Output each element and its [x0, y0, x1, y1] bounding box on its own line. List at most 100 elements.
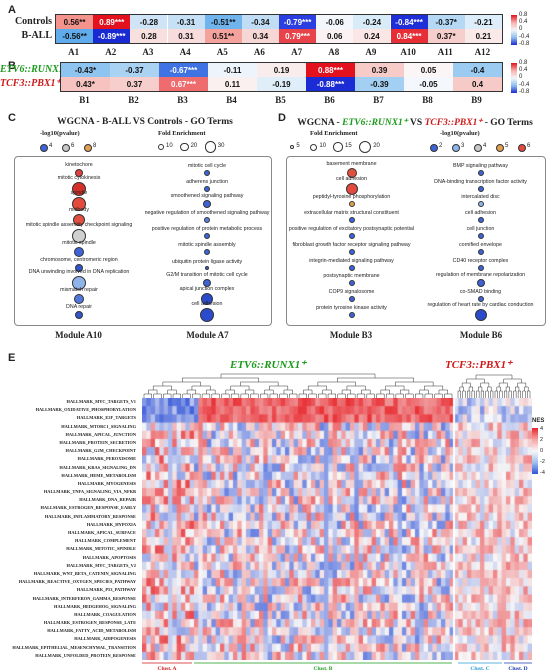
col-label: A10 [400, 47, 416, 57]
legend-label: 10 [166, 143, 173, 149]
legend-label: 5 [505, 143, 509, 149]
corr-cell: -0.43* [61, 63, 110, 77]
hallmark-label: HALLMARK_EPITHELIAL_MESENCHYMAL_TRANSITI… [12, 644, 136, 650]
hallmark-label: HALLMARK_E2F_TARGETS [76, 415, 136, 421]
term-label: apical junction complex [179, 286, 235, 293]
hallmark-label: HALLMARK_TNFA_SIGNALING_VIA_NFKB [43, 489, 136, 495]
legend-label: 30 [217, 143, 225, 149]
panel-c-label: C [8, 112, 16, 124]
legend-label: 3 [461, 143, 465, 149]
corr-cell: -0.67*** [159, 63, 208, 77]
bubble [477, 248, 484, 255]
term-label: COP9 signalosome [328, 289, 375, 296]
legend-circle [310, 143, 318, 151]
term-label: integrin-mediated signaling pathway [309, 257, 394, 264]
corr-cell: 0.34 [241, 29, 279, 43]
term-label: negative regulation of smoothened signal… [144, 210, 270, 217]
bubble [75, 310, 83, 319]
bubble [72, 181, 86, 196]
colorbar-tick: -0.4 [519, 33, 530, 40]
legend-tick: -2 [540, 459, 545, 465]
col-label: B7 [373, 95, 384, 105]
corr-cell: 0.06 [316, 29, 354, 43]
hallmark-label: HALLMARK_ADIPOGENESIS [74, 636, 136, 642]
bubble [203, 279, 211, 288]
col-label: A9 [365, 47, 377, 57]
term-label: cell junction [466, 225, 495, 232]
legend-label: 6 [527, 143, 531, 149]
hallmark-label: HALLMARK_P53_PATHWAY [76, 587, 136, 593]
bubble [74, 246, 84, 257]
corr-cell: -0.34 [241, 15, 279, 29]
legend-label: 20 [373, 143, 380, 149]
corr-cell: -0.19 [257, 77, 306, 91]
term-label: peptidyl-tyrosine phosphorylation [312, 194, 391, 201]
panel-e-cluster-bar: Clust. A Clust. B Clust. C Clust. D [142, 662, 532, 672]
corr-cell: -0.4 [453, 63, 502, 77]
col-label: A4 [179, 47, 191, 57]
colorbar-tick: 0.4 [519, 67, 528, 74]
col-label: B3 [177, 95, 188, 105]
term-label: kinetochore [65, 161, 93, 168]
colorbar-tick: 0 [519, 26, 523, 33]
corr-cell: 0.37* [427, 29, 465, 43]
term-label: DNA unwinding involved in DNA replicatio… [28, 269, 130, 276]
legend-label: 4 [483, 143, 487, 149]
hallmark-label: HALLMARK_MTORC1_SIGNALING [61, 423, 136, 429]
legend-circle [158, 144, 164, 150]
legend-label: 20 [190, 143, 198, 149]
panel-a-col-labels: A1 A2 A3 A4 A5 A6 A7 A8 A9 A10 A11 A12 [55, 47, 503, 57]
col-label: A8 [328, 47, 340, 57]
hallmark-label: HALLMARK_WNT_BETA_CATENIN_SIGNALING [33, 570, 136, 576]
corr-cell: -0.06 [316, 15, 354, 29]
bubble [477, 185, 484, 192]
hallmark-label: HALLMARK_APICAL_JUNCTION [65, 431, 137, 437]
colorbar-tick: -0.8 [519, 88, 530, 95]
legend-circle [333, 142, 343, 152]
hallmark-label: HALLMARK_DNA_REPAIR [79, 497, 136, 503]
corr-cell: 0.11 [208, 77, 257, 91]
panel-c-legend-p-items: 4 6 8 [40, 142, 150, 154]
term-label: positive regulation of excitatory postsy… [288, 225, 415, 232]
panel-c-legend: -log10(pvalue) Fold Enrichment 4 6 8 10 20 3… [40, 130, 270, 156]
corr-cell: 0.21 [464, 29, 502, 43]
hallmark-label: HALLMARK_REACTIVE_OXYGEN_SPECIES_PATHWAY [18, 579, 136, 585]
bubble [477, 232, 484, 239]
col-label: A1 [68, 47, 80, 57]
panel-e-group1-label: ETV6::RUNX1⁺ [230, 359, 307, 371]
row-label: TCF3::PBX1⁺ [0, 78, 61, 89]
term-label: cell adhesion [465, 210, 496, 217]
col-label: A6 [253, 47, 265, 57]
panel-e-legend-ticks: 4 2 0 -2 -4 [540, 426, 550, 476]
legend-tick: 0 [540, 448, 544, 454]
panel-d-legend-f-items: 5 10 15 20 [290, 140, 420, 154]
legend-circle [359, 140, 372, 154]
panel-d-right-module: Module B6 [459, 330, 503, 340]
hallmark-label: HALLMARK_APOPTOSIS [82, 554, 136, 560]
col-label: A5 [216, 47, 228, 57]
panel-c-title: WGCNA - B-ALL VS Controls - GO Terms [57, 117, 233, 127]
corr-cell: -0.28 [130, 15, 168, 29]
hallmark-label: HALLMARK_MYC_TARGETS_V1 [66, 399, 136, 404]
term-label: CD40 receptor complex [452, 257, 509, 264]
panel-d-title: WGCNA - ETV6::RUNX1⁺ VS TCF3::PBX1⁺ - GO… [282, 117, 548, 128]
legend-dot [62, 144, 70, 152]
cluster-label: Clust. D [508, 666, 527, 672]
panel-e-label: E [8, 352, 16, 364]
row-label: Controls [14, 16, 52, 27]
colorbar-gradient [511, 15, 517, 45]
term-label: cornified envelope [459, 241, 502, 248]
legend-circle [180, 142, 189, 152]
cluster-label: Clust. C [470, 666, 489, 672]
hallmark-label: HALLMARK_MITOTIC_SPINDLE [66, 546, 136, 552]
bubble [477, 169, 484, 176]
col-label: B1 [79, 95, 90, 105]
panel-a-heatmap: 0.56** 0.89*** -0.28 -0.31 -0.51** -0.34 -0.79… [55, 14, 503, 44]
term-label: chromosome, centromeric region [40, 256, 118, 263]
legend-tick: -4 [540, 470, 545, 476]
bubble [348, 217, 355, 224]
term-label: fibroblast growth factor receptor signal… [292, 241, 411, 248]
term-label: positive regulation of protein metabolic… [151, 225, 263, 232]
bubble [348, 248, 355, 255]
panel-c-legend-f-title: Fold Enrichment [158, 130, 206, 137]
